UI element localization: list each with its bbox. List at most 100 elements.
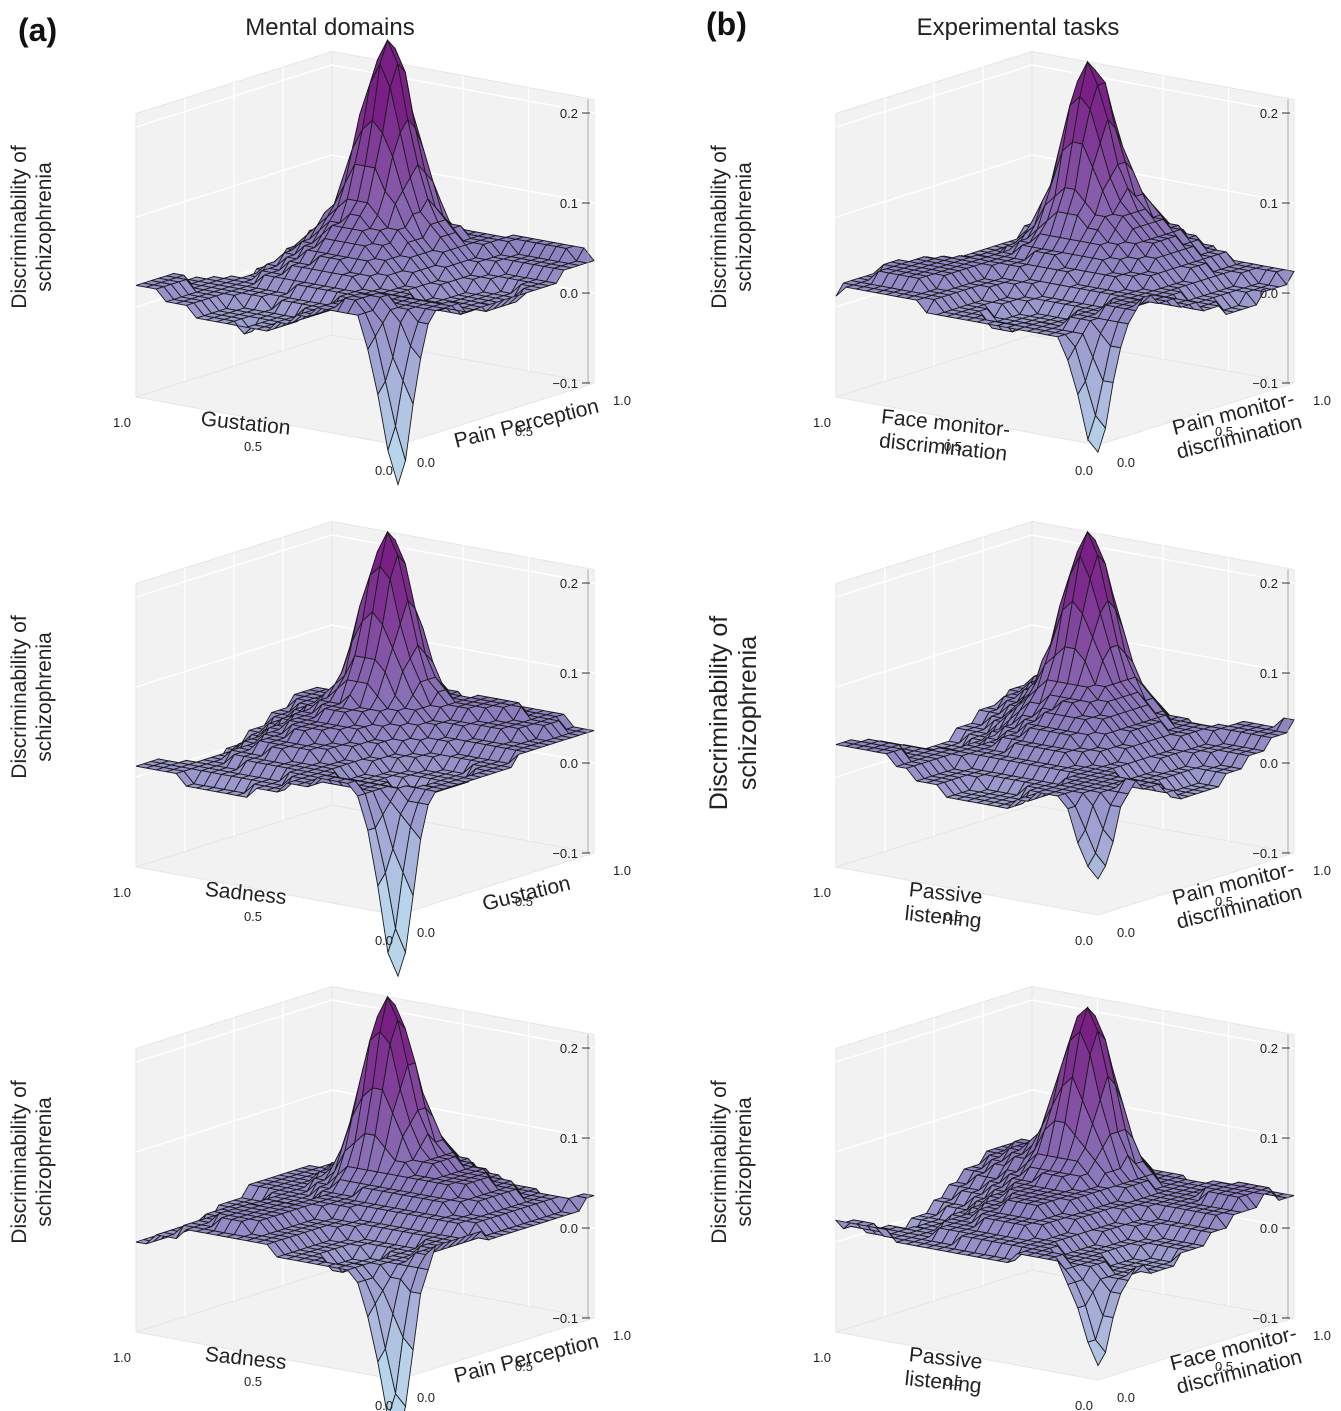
z-tick-label: 0.1: [560, 1131, 578, 1146]
grid-line: [835, 154, 1295, 218]
z-axis-label-line-2: schizophrenia: [33, 632, 56, 762]
grid-line: [135, 624, 595, 688]
x-tick-label: 1.0: [813, 415, 831, 430]
panel-a-title: Mental domains: [245, 14, 415, 41]
grid-line: [835, 999, 1295, 1063]
y-tick-label: 0.5: [515, 1359, 533, 1374]
surface-mesh: [835, 530, 1295, 880]
z-axis-label-line-1: Discriminability of: [8, 1080, 31, 1244]
y-tick-label: 0.0: [417, 455, 435, 470]
x-tick-label: 0.0: [375, 463, 393, 478]
z-tick-label: 0.2: [1260, 576, 1278, 591]
z-axis-label-line-1: Discriminability of: [8, 615, 31, 779]
z-tick-label: 0.2: [1260, 106, 1278, 121]
surface-cell: [387, 927, 406, 978]
y-tick-label: 0.5: [515, 894, 533, 909]
z-tick-label: −0.1: [1252, 1311, 1278, 1326]
x-tick-label: 0.0: [1075, 463, 1093, 478]
surface-plot-5: 0.2 0.1 0.0 −0.1 1.0 0.5 0.0 0.0 0.5 1.0 Sadness Pa…: [0, 965, 640, 1411]
z-axis-label-line-2: schizophrenia: [33, 162, 56, 292]
z-tick-label: 0.2: [1260, 1041, 1278, 1056]
y-tick-label: 1.0: [613, 1328, 631, 1343]
z-axis-label-line-2: schizophrenia: [734, 635, 762, 791]
z-axis-label-line-2: schizophrenia: [33, 1097, 56, 1227]
z-tick-label: 0.0: [560, 286, 578, 301]
grid-line: [135, 999, 595, 1063]
z-tick-label: 0.0: [1260, 286, 1278, 301]
z-axis-label-line-1: Discriminability of: [705, 615, 733, 811]
grid-line: [135, 64, 595, 128]
y-tick-label: 1.0: [613, 863, 631, 878]
surface-mesh: [835, 60, 1295, 454]
y-tick-label: 1.0: [1313, 863, 1331, 878]
y-tick-label: 0.0: [417, 1390, 435, 1405]
x-tick-label: 1.0: [113, 885, 131, 900]
z-tick-label: 0.0: [1260, 756, 1278, 771]
z-tick-label: 0.0: [560, 1221, 578, 1236]
z-axis-label-line-1: Discriminability of: [8, 145, 31, 309]
y-tick-label: 1.0: [613, 393, 631, 408]
z-axis-label-line-2: schizophrenia: [733, 162, 756, 292]
z-tick-label: 0.0: [560, 756, 578, 771]
x-tick-label: 0.5: [944, 1374, 962, 1389]
x-axis-label: Passivelistening: [904, 878, 986, 933]
panel-a-letter: (a): [18, 12, 58, 48]
grid-line: [135, 1089, 595, 1153]
surface-mesh: [834, 1006, 1295, 1367]
z-axis-label-line-2: schizophrenia: [733, 1097, 756, 1227]
x-tick-label: 1.0: [113, 1350, 131, 1365]
y-tick-label: 0.0: [1117, 925, 1135, 940]
x-tick-label: 0.5: [944, 909, 962, 924]
panel-b-title: Experimental tasks: [916, 14, 1120, 41]
y-tick-label: 0.0: [417, 925, 435, 940]
x-tick-label: 0.0: [1075, 933, 1093, 948]
y-tick-label: 0.0: [1117, 455, 1135, 470]
z-tick-label: 0.1: [1260, 1131, 1278, 1146]
z-axis-label-line-1: Discriminability of: [708, 1080, 731, 1244]
z-tick-label: 0.1: [1260, 196, 1278, 211]
grid-line: [835, 64, 1295, 128]
z-axis-label: Discriminability of schizophrenia: [7, 1062, 57, 1262]
surface-plot-2: 0.2 0.1 0.0 −0.1 1.0 0.5 0.0 0.0 0.5 1.0 Face moni…: [700, 30, 1340, 478]
grid-line: [835, 624, 1295, 688]
x-tick-label: 0.0: [375, 933, 393, 948]
x-axis-label: Passivelistening: [904, 1343, 986, 1398]
surface-cell: [1087, 414, 1107, 454]
x-tick-label: 0.0: [1075, 1398, 1093, 1411]
x-tick-label: 0.0: [375, 1398, 393, 1411]
y-tick-label: 0.5: [1215, 1359, 1233, 1374]
surface-mesh: [135, 38, 595, 487]
x-tick-label: 1.0: [813, 885, 831, 900]
z-axis-label: Discriminability of schizophrenia: [707, 1062, 757, 1262]
surface-svg: 0.20.10.0−0.11.00.50.00.00.51.0Gustation…: [113, 38, 631, 487]
surface-cell: [389, 1392, 406, 1411]
y-tick-label: 1.0: [1313, 1328, 1331, 1343]
z-tick-label: 0.1: [1260, 666, 1278, 681]
surface-cell: [1087, 852, 1107, 880]
z-tick-label: −0.1: [552, 846, 578, 861]
x-tick-label: 0.5: [244, 439, 262, 454]
z-axis-label-line-1: Discriminability of: [708, 145, 731, 309]
surface-plot-3: 0.2 0.1 0.0 −0.1 1.0 0.5 0.0 0.0 0.5 1.0 Sadness Gu…: [0, 500, 640, 978]
z-tick-label: −0.1: [1252, 846, 1278, 861]
grid-line: [835, 534, 1295, 598]
y-tick-label: 0.5: [1215, 894, 1233, 909]
z-tick-label: −0.1: [1252, 376, 1278, 391]
z-axis-label: Discriminability of schizophrenia: [7, 597, 57, 797]
x-tick-label: 0.5: [944, 439, 962, 454]
x-tick-label: 1.0: [813, 1350, 831, 1365]
grid-line: [135, 534, 595, 598]
surface-plot-1: 0.2 0.1 0.0 −0.1 1.0 0.5 0.0 0.0 0.5 1.0 Gustation…: [0, 30, 640, 487]
z-tick-label: 0.2: [560, 1041, 578, 1056]
y-tick-label: 0.5: [515, 424, 533, 439]
z-tick-label: 0.1: [560, 666, 578, 681]
z-tick-label: 0.2: [560, 576, 578, 591]
x-tick-label: 1.0: [113, 415, 131, 430]
y-tick-label: 0.0: [1117, 1390, 1135, 1405]
grid-line: [835, 1089, 1295, 1153]
x-tick-label: 0.5: [244, 1374, 262, 1389]
z-axis-label: Discriminability of schizophrenia: [705, 593, 763, 833]
x-tick-label: 0.5: [244, 909, 262, 924]
